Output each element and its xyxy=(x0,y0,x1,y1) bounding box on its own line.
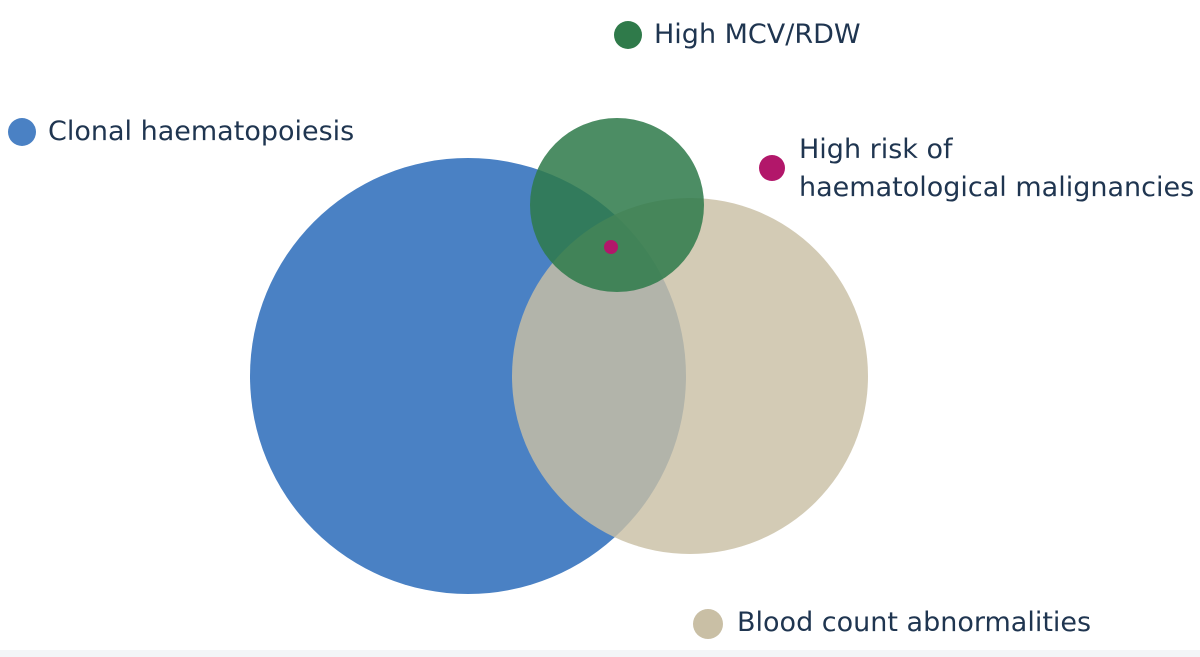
legend-blood-count-abnormalities: Blood count abnormalities xyxy=(693,604,1091,642)
high-risk-label-line-2: haematological malignancies xyxy=(799,172,1195,203)
blood-count-abnormalities-label: Blood count abnormalities xyxy=(737,607,1092,638)
high-mcv-rdw-label: High MCV/RDW xyxy=(654,19,861,50)
high-mcv-rdw-circle xyxy=(530,118,704,292)
blood-count-abnormalities-swatch xyxy=(693,609,723,639)
high-risk-dot xyxy=(604,240,618,254)
legend-clonal-haematopoiesis: Clonal haematopoiesis xyxy=(8,113,354,151)
high-risk-swatch xyxy=(759,155,785,181)
high-risk-label-line-1: High risk of xyxy=(799,134,953,165)
high-mcv-rdw-swatch xyxy=(614,21,642,49)
clonal-haematopoiesis-swatch xyxy=(8,118,36,146)
legend-high-mcv-rdw: High MCV/RDW xyxy=(614,16,861,54)
high-risk-label: High risk of haematological malignancies xyxy=(799,131,1194,207)
clonal-haematopoiesis-label: Clonal haematopoiesis xyxy=(48,116,355,147)
legend-high-risk: High risk of haematological malignancies xyxy=(759,131,1194,207)
bottom-strip xyxy=(0,650,1200,657)
